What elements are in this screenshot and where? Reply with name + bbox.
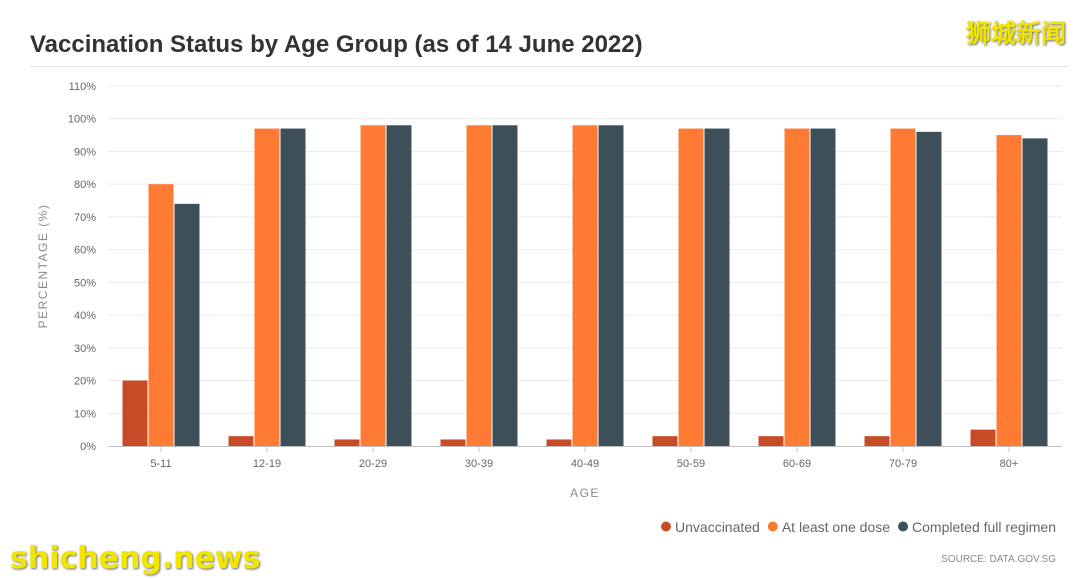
x-tick-label: 50-59: [677, 458, 705, 470]
y-tick-label: 10%: [74, 408, 96, 420]
watermark-top-logo: 狮城新闻: [965, 19, 1066, 48]
x-tick-label: 12-19: [253, 458, 281, 470]
legend-marker: [767, 521, 778, 532]
bar-completed-full-regimen-50-59: [704, 128, 730, 446]
bar-unvaccinated-12-19: [228, 436, 254, 446]
y-axis-ticks: 0% 10% 20% 30% 40% 50% 60% 70% 80% 90% 100% 110%: [68, 81, 96, 453]
bar-completed-full-regimen-20-29: [386, 125, 412, 446]
bar-completed-full-regimen-70-79: [916, 131, 942, 446]
y-axis-title: PERCENTAGE (%): [36, 204, 50, 329]
bar-at-least-one-dose-70-79: [890, 128, 916, 446]
bar-unvaccinated-50-59: [652, 436, 678, 446]
bar-unvaccinated-30-39: [440, 439, 466, 446]
y-tick-label: 20%: [74, 376, 96, 388]
bar-completed-full-regimen-40-49: [598, 125, 624, 446]
bar-unvaccinated-80: [970, 429, 996, 446]
bar-completed-full-regimen-60-69: [810, 128, 836, 446]
bar-completed-full-regimen-30-39: [492, 125, 518, 446]
y-tick-label: 40%: [74, 310, 96, 322]
x-tick-label: 80+: [1000, 458, 1019, 470]
bar-at-least-one-dose-80: [996, 135, 1022, 446]
bar-completed-full-regimen-12-19: [280, 128, 306, 446]
bar-at-least-one-dose-20-29: [360, 125, 386, 446]
bar-at-least-one-dose-12-19: [254, 128, 280, 446]
bar-unvaccinated-20-29: [334, 439, 360, 446]
bar-completed-full-regimen-5-11: [174, 203, 200, 446]
title-divider: [30, 66, 1068, 67]
y-tick-label: 30%: [74, 343, 96, 355]
legend-label: Completed full regimen: [912, 519, 1056, 535]
chart-title: Vaccination Status by Age Group (as of 1…: [30, 31, 643, 58]
x-tick-label: 20-29: [359, 458, 387, 470]
legend: Unvaccinated At least one dose Completed f…: [661, 519, 1056, 535]
x-tick-label: 60-69: [783, 458, 811, 470]
bar-unvaccinated-70-79: [864, 436, 890, 446]
legend-item-completed-full-regimen[interactable]: Completed full regimen: [898, 519, 1056, 535]
bar-at-least-one-dose-30-39: [466, 125, 492, 446]
y-tick-label: 0%: [80, 441, 96, 453]
legend-marker: [898, 521, 909, 532]
y-tick-label: 80%: [74, 179, 96, 191]
legend-item-unvaccinated[interactable]: Unvaccinated: [661, 519, 760, 535]
x-tick-label: 30-39: [465, 458, 493, 470]
legend-label: Unvaccinated: [675, 519, 760, 535]
bar-at-least-one-dose-50-59: [678, 128, 704, 446]
legend-label: At least one dose: [782, 519, 890, 535]
y-tick-label: 50%: [74, 277, 96, 289]
bar-completed-full-regimen-80: [1022, 138, 1048, 446]
y-tick-label: 110%: [69, 81, 97, 93]
legend-item-at-least-one-dose[interactable]: At least one dose: [767, 519, 890, 535]
source-note: SOURCE: DATA.GOV.SG: [941, 554, 1056, 565]
bar-unvaccinated-40-49: [546, 439, 572, 446]
watermark-bottom-logo: shicheng.news: [10, 541, 261, 576]
bar-unvaccinated-5-11: [122, 380, 148, 446]
x-tick-label: 5-11: [150, 458, 171, 470]
bars: [122, 125, 1048, 446]
bar-at-least-one-dose-5-11: [148, 184, 174, 446]
y-tick-label: 90%: [74, 146, 96, 158]
x-axis-title: AGE: [570, 486, 600, 500]
y-tick-label: 70%: [74, 212, 96, 224]
legend-marker: [661, 521, 672, 532]
x-axis-ticks: 5-11 12-19 20-29 30-39 40-49 50-59 60-69 70-79 8…: [150, 446, 1018, 470]
bar-at-least-one-dose-40-49: [572, 125, 598, 446]
bar-unvaccinated-60-69: [758, 436, 784, 446]
bar-at-least-one-dose-60-69: [784, 128, 810, 446]
y-tick-label: 100%: [68, 114, 96, 126]
x-tick-label: 70-79: [889, 458, 917, 470]
x-tick-label: 40-49: [571, 458, 599, 470]
y-tick-label: 60%: [74, 245, 96, 257]
